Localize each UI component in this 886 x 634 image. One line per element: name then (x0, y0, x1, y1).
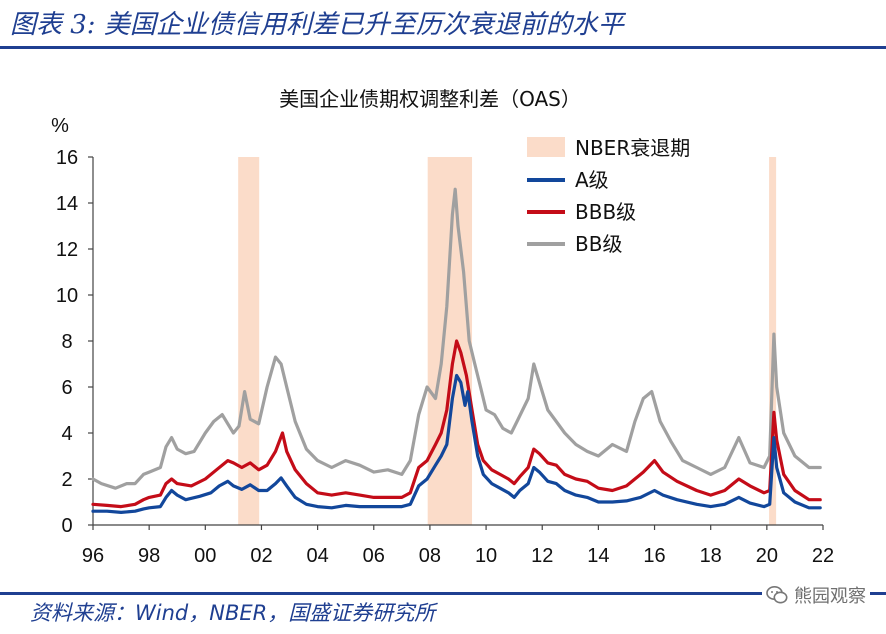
legend-label-recession: NBER衰退期 (575, 136, 690, 160)
series-line-bb (91, 187, 822, 490)
series-line-a (91, 373, 822, 514)
source-note: 资料来源：Wind，NBER，国盛证券研究所 (30, 601, 436, 625)
legend: NBER衰退期 A级 BBB级 BB级 (527, 136, 690, 256)
y-tick-label-8: 8 (61, 331, 72, 353)
footer-rule (0, 592, 886, 595)
y-axis-unit: % (51, 115, 69, 137)
y-tick-label-4: 4 (61, 423, 72, 445)
x-tick-label-08: 08 (419, 545, 441, 567)
y-tick-label-0: 0 (61, 515, 72, 537)
watermark-text: 熊园观察 (794, 586, 866, 607)
legend-swatch-recession (527, 137, 565, 157)
x-tick-label-04: 04 (306, 545, 328, 567)
legend-label-bb: BB级 (575, 232, 622, 256)
x-tick-label-96: 96 (82, 545, 104, 567)
wechat-icon (766, 586, 788, 604)
x-tick-label-18: 18 (700, 545, 722, 567)
x-tick-label-16: 16 (643, 545, 665, 567)
y-tick-label-10: 10 (56, 285, 78, 307)
series-line-bbb (91, 339, 822, 509)
x-tick-label-20: 20 (756, 545, 778, 567)
x-tick-label-06: 06 (363, 545, 385, 567)
recession-bands (238, 157, 777, 525)
figure-title: 图表 3: 美国企业债信用利差已升至历次衰退前的水平 (10, 10, 624, 40)
x-tick-label-10: 10 (475, 545, 497, 567)
y-tick-label-14: 14 (56, 193, 78, 215)
x-tick-label-12: 12 (531, 545, 553, 567)
x-tick-label-00: 00 (194, 545, 216, 567)
legend-label-bbb: BBB级 (575, 200, 636, 224)
y-tick-label-6: 6 (61, 377, 72, 399)
title-rule (0, 46, 886, 49)
x-tick-label-22: 22 (812, 545, 834, 567)
watermark: 熊园观察 (762, 582, 870, 608)
legend-label-a: A级 (575, 168, 609, 192)
recession-band-1 (238, 157, 260, 525)
x-tick-label-98: 98 (138, 545, 160, 567)
y-tick-label-16: 16 (56, 147, 78, 169)
series-lines (91, 187, 822, 514)
y-tick-label-2: 2 (61, 469, 72, 491)
x-tick-label-02: 02 (250, 545, 272, 567)
x-tick-label-14: 14 (587, 545, 609, 567)
y-tick-label-12: 12 (56, 239, 78, 261)
chart-title: 美国企业债期权调整利差（OAS） (279, 87, 581, 111)
